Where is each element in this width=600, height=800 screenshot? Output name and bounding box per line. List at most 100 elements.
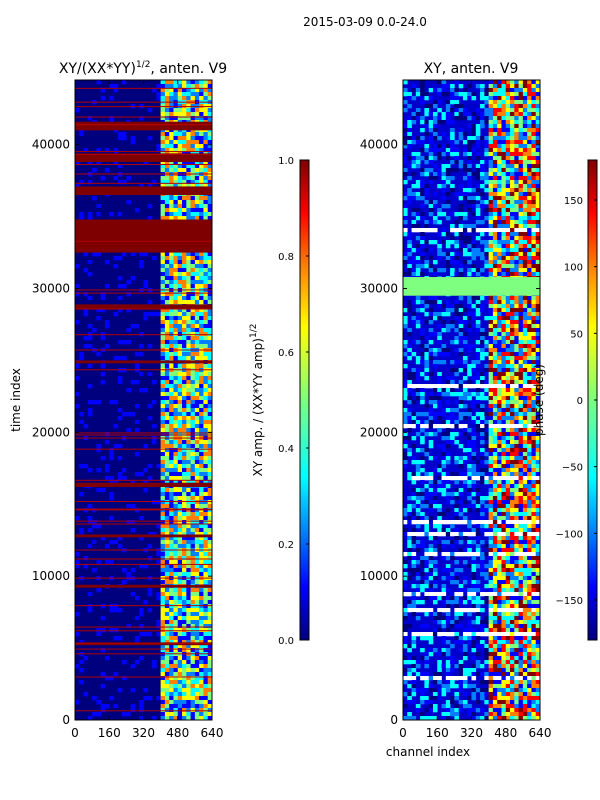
heatmap-cell <box>475 208 481 213</box>
heatmap-cell <box>169 568 174 573</box>
heatmap-cell <box>505 356 511 361</box>
heatmap-cell <box>186 84 191 89</box>
heatmap-cell <box>445 376 451 381</box>
heatmap-cell <box>156 496 161 501</box>
heatmap-cell <box>510 200 515 205</box>
heatmap-cell <box>467 96 472 101</box>
heatmap-cell <box>415 356 421 361</box>
flagged-line <box>75 653 212 655</box>
heatmap-cell <box>501 356 507 361</box>
heatmap-cell <box>92 400 97 405</box>
heatmap-cell <box>492 168 498 173</box>
heatmap-cell <box>518 308 524 313</box>
heatmap-cell <box>437 208 442 213</box>
heatmap-cell <box>169 544 174 549</box>
heatmap-cell <box>514 236 519 241</box>
heatmap-cell <box>420 168 425 173</box>
heatmap-cell <box>492 388 498 393</box>
heatmap-cell <box>471 240 477 245</box>
heatmap-cell <box>535 216 541 221</box>
heatmap-cell <box>117 180 123 185</box>
heatmap-cell <box>445 436 451 441</box>
heatmap-cell <box>194 532 200 537</box>
heatmap-cell <box>164 588 170 593</box>
heatmap-cell <box>104 340 110 345</box>
heatmap-cell <box>527 408 532 413</box>
heatmap-cell <box>147 532 153 537</box>
heatmap-cell <box>527 380 532 385</box>
heatmap-cell <box>164 556 170 561</box>
heatmap-cell <box>458 268 464 273</box>
heatmap-cell <box>75 504 80 509</box>
heatmap-cell <box>164 552 170 557</box>
heatmap-cell <box>505 92 511 97</box>
heatmap-cell <box>177 540 183 545</box>
heatmap-cell <box>164 264 170 269</box>
heatmap-cell <box>160 80 166 85</box>
heatmap-cell <box>177 708 183 713</box>
heatmap-cell <box>194 612 200 617</box>
heatmap-cell <box>492 208 498 213</box>
heatmap-cell <box>522 264 528 269</box>
heatmap-cell <box>182 708 187 713</box>
heatmap-cell <box>480 384 485 389</box>
heatmap-cell <box>203 488 209 493</box>
heatmap-cell <box>510 188 515 193</box>
heatmap-cell <box>437 240 442 245</box>
heatmap-cell <box>441 268 447 273</box>
heatmap-cell <box>199 460 204 465</box>
heatmap-cell <box>194 680 200 685</box>
heatmap-cell <box>501 368 507 373</box>
heatmap-cell <box>194 400 200 405</box>
heatmap-cell <box>207 556 213 561</box>
heatmap-cell <box>492 248 498 253</box>
heatmap-cell <box>96 700 101 705</box>
heatmap-cell <box>531 360 537 365</box>
heatmap-cell <box>424 336 429 341</box>
heatmap-cell <box>173 628 179 633</box>
heatmap-cell <box>199 468 204 473</box>
heatmap-cell <box>186 668 191 673</box>
heatmap-cell <box>432 156 438 161</box>
heatmap-cell <box>207 196 213 201</box>
heatmap-cell <box>194 264 200 269</box>
heatmap-cell <box>182 616 187 621</box>
heatmap-cell <box>199 268 204 273</box>
heatmap-cell <box>75 428 80 433</box>
heatmap-cell <box>411 320 417 325</box>
heatmap-cell <box>501 420 507 425</box>
heatmap-cell <box>164 604 170 609</box>
heatmap-cell <box>420 232 425 237</box>
heatmap-cell <box>437 92 442 97</box>
heatmap-cell <box>441 180 447 185</box>
heatmap-cell <box>92 184 97 189</box>
heatmap-cell <box>75 376 80 381</box>
heatmap-cell <box>518 368 524 373</box>
heatmap-cell <box>173 716 179 721</box>
heatmap-cell <box>207 472 213 477</box>
heatmap-cell <box>173 200 179 205</box>
heatmap-cell <box>160 664 166 669</box>
heatmap-cell <box>522 404 528 409</box>
heatmap-cell <box>182 300 187 305</box>
heatmap-cell <box>480 296 485 301</box>
heatmap-cell <box>441 80 447 85</box>
heatmap-cell <box>113 708 119 713</box>
heatmap-cell <box>199 704 204 709</box>
flagged-line <box>75 308 212 310</box>
heatmap-cell <box>164 108 170 113</box>
heatmap-cell <box>488 372 494 377</box>
heatmap-cell <box>522 416 528 421</box>
heatmap-cell <box>194 480 200 485</box>
heatmap-cell <box>186 612 191 617</box>
heatmap-cell <box>518 428 524 433</box>
heatmap-cell <box>182 408 187 413</box>
heatmap-cell <box>471 432 477 437</box>
heatmap-cell <box>126 572 131 577</box>
heatmap-cell <box>207 624 213 629</box>
heatmap-cell <box>518 240 524 245</box>
heatmap-cell <box>190 492 196 497</box>
heatmap-cell <box>109 712 114 717</box>
heatmap-cell <box>190 316 196 321</box>
heatmap-cell <box>169 300 174 305</box>
